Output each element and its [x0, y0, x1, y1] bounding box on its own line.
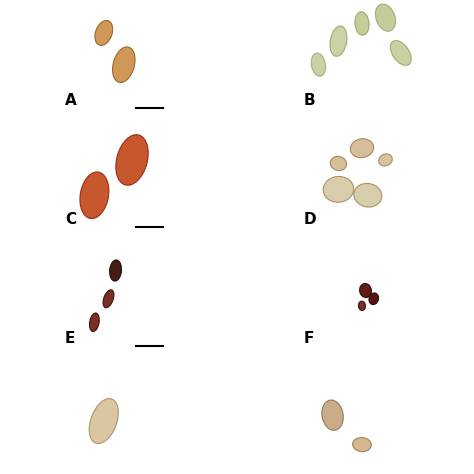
- Ellipse shape: [103, 290, 114, 308]
- Text: E: E: [65, 331, 75, 346]
- Ellipse shape: [89, 399, 118, 444]
- Text: F: F: [303, 331, 313, 346]
- Ellipse shape: [369, 293, 379, 305]
- Ellipse shape: [330, 156, 346, 171]
- Ellipse shape: [379, 154, 392, 166]
- Ellipse shape: [323, 176, 354, 202]
- Ellipse shape: [109, 260, 121, 281]
- Ellipse shape: [353, 438, 371, 452]
- Ellipse shape: [112, 47, 135, 82]
- Ellipse shape: [358, 301, 365, 310]
- Text: A: A: [65, 93, 77, 108]
- Ellipse shape: [355, 12, 369, 35]
- Ellipse shape: [95, 20, 113, 46]
- Ellipse shape: [80, 172, 109, 219]
- Ellipse shape: [390, 40, 411, 65]
- Text: C: C: [65, 212, 76, 227]
- Ellipse shape: [354, 183, 382, 207]
- Ellipse shape: [311, 53, 326, 76]
- Ellipse shape: [360, 283, 372, 298]
- Ellipse shape: [322, 400, 343, 430]
- Text: D: D: [303, 212, 316, 227]
- Ellipse shape: [330, 26, 347, 56]
- Ellipse shape: [116, 135, 148, 185]
- Ellipse shape: [375, 4, 396, 31]
- Ellipse shape: [90, 313, 99, 332]
- Text: B: B: [303, 93, 315, 108]
- Ellipse shape: [350, 139, 374, 158]
